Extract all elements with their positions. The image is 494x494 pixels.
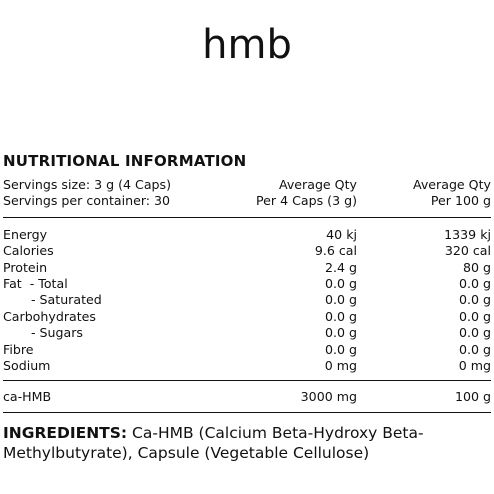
nutrition-panel: NUTRITIONAL INFORMATION Servings size: 3… [3,152,491,463]
nutrient-label: - Sugars [31,325,83,341]
divider [3,216,491,218]
nutrient-per-serving: 2.4 g [324,259,357,275]
nutrient-per-100g: 320 cal [444,243,491,259]
nutrient-per-serving: 0.0 g [324,276,357,292]
active-ingredient-per-serving: 3000 mg [300,389,357,405]
nutrient-label: Carbohydrates [3,308,96,324]
nutrient-label: Calories [3,243,54,259]
active-ingredient-label: ca-HMB [3,389,52,405]
per-serving-subheader: Per 4 Caps (3 g) [256,193,357,209]
nutrient-per-100g: 1339 kj [444,226,491,242]
active-ingredient-per-100g: 100 g [454,389,491,405]
nutrient-per-100g: 80 g [462,259,491,275]
nutrient-per-serving: 40 kj [326,226,357,242]
nutrient-row: Fibre 0.0 g 0.0 g [3,342,491,358]
ingredients-text: Ca-HMB (Calcium Beta-Hydroxy Beta-Methyl… [3,423,424,462]
divider [3,380,491,382]
ingredients-statement: INGREDIENTS: Ca-HMB (Calcium Beta-Hydrox… [3,423,491,463]
nutrient-per-100g: 0 mg [458,358,491,374]
nutrient-per-serving: 0.0 g [324,308,357,324]
per-100g-header: Average Qty [412,177,491,192]
nutrient-per-100g: 0.0 g [458,341,491,357]
serving-size-label: Servings size: 3 g (4 Caps) [3,177,171,192]
nutrient-per-100g: 0.0 g [458,308,491,324]
nutrient-per-serving: 0 mg [324,358,357,374]
brand-logo: hmb [202,22,292,68]
nutrient-label: Protein [3,259,48,275]
nutrient-label: Energy [3,226,48,242]
nutrient-row: - Sugars 0.0 g 0.0 g [3,325,491,341]
nutrient-row: Energy 40 kj 1339 kj [3,227,491,243]
nutrient-per-100g: 0.0 g [458,292,491,308]
nutrient-row: Sodium 0 mg 0 mg [3,358,491,374]
active-ingredient-row: ca-HMB 3000 mg 100 g [3,389,491,405]
nutrient-per-100g: 0.0 g [458,276,491,292]
nutrient-per-serving: 0.0 g [324,325,357,341]
nutrient-row: Calories 9.6 cal 320 cal [3,243,491,259]
nutrient-per-100g: 0.0 g [458,325,491,341]
nutrient-per-serving: 0.0 g [324,341,357,357]
servings-per-container-row: Servings per container: 30 Per 4 Caps (3… [3,193,491,209]
nutrient-per-serving: 9.6 cal [314,243,357,259]
nutrient-row: - Saturated 0.0 g 0.0 g [3,292,491,308]
nutrient-row: Carbohydrates 0.0 g 0.0 g [3,309,491,325]
ingredients-title: INGREDIENTS: [3,423,128,442]
per-100g-subheader: Per 100 g [430,193,491,209]
nutrient-row: Protein 2.4 g 80 g [3,260,491,276]
nutrient-label: Fat - Total [3,276,68,292]
divider [3,411,491,413]
nutrient-label: - Saturated [31,292,102,308]
serving-size-row: Servings size: 3 g (4 Caps) Average Qty … [3,177,491,193]
nutrient-label: Sodium [3,358,51,374]
nutrient-per-serving: 0.0 g [324,292,357,308]
nutrition-heading: NUTRITIONAL INFORMATION [3,152,247,170]
nutrient-label: Fibre [3,341,34,357]
servings-per-container-label: Servings per container: 30 [3,193,171,209]
nutrient-row: Fat - Total 0.0 g 0.0 g [3,276,491,292]
per-serving-header: Average Qty [278,177,357,192]
